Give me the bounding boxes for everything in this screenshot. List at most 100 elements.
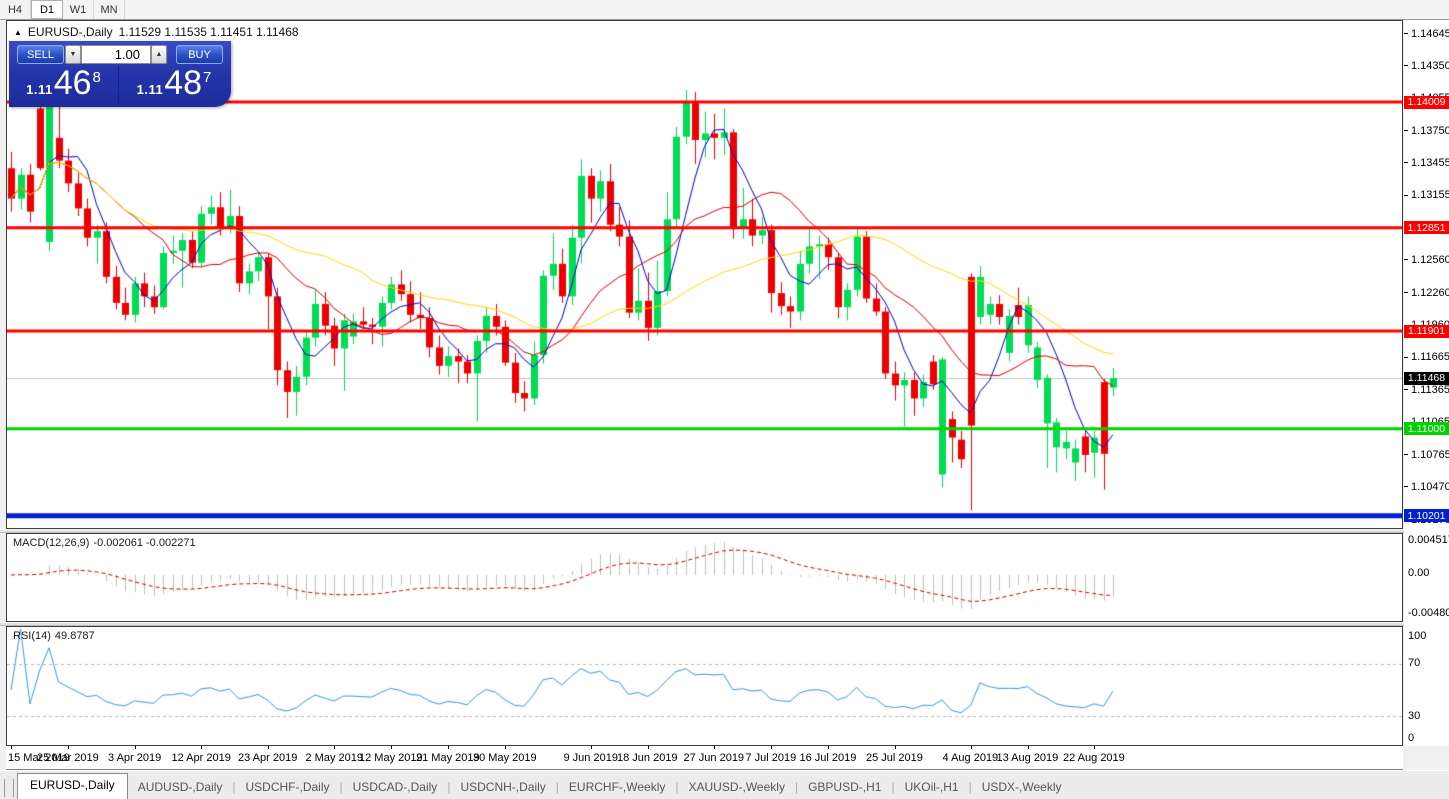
date-tick <box>590 746 592 749</box>
macd-panel: MACD(12,26,9) -0.002061 -0.002271 <box>6 533 1403 622</box>
level-price-label: 1.14009 <box>1404 95 1449 109</box>
rsi-scale-30: 30 <box>1408 710 1421 722</box>
symbol-tab-ukoil[interactable]: UKOil-,H1 <box>904 780 959 794</box>
chart-symbol-label: EURUSD-,Daily <box>27 25 113 39</box>
date-tick <box>391 746 392 749</box>
sell-price-pipette: 8 <box>92 69 101 86</box>
date-tick-label: 22 Aug 2019 <box>1063 752 1125 764</box>
sell-price-display[interactable]: 1.11 46 8 <box>9 66 119 104</box>
symbol-tab-eurusd[interactable]: EURUSD-,Daily <box>17 773 128 799</box>
macd-values: -0.002061 -0.002271 <box>93 537 196 549</box>
date-tick <box>334 746 335 749</box>
rsi-label: RSI(14) 49.8787 <box>13 630 99 642</box>
tab-separator: | <box>794 780 799 794</box>
rsi-canvas[interactable] <box>7 627 1402 745</box>
chevron-up-icon: ▲ <box>155 51 163 58</box>
symbol-tab-eurchf[interactable]: EURCHF-,Weekly <box>568 780 666 794</box>
date-tick <box>828 746 829 749</box>
chart-ohlc-values: 1.11529 1.11535 1.11451 1.11468 <box>118 25 299 39</box>
tab-separator: | <box>232 780 236 794</box>
price-tick-label: 1.10765 <box>1404 449 1449 461</box>
date-tick <box>68 746 69 749</box>
volume-increase-button[interactable]: ▲ <box>151 45 167 64</box>
volume-decrease-button[interactable]: ▼ <box>65 45 81 64</box>
date-tick-label: 18 Jun 2019 <box>617 752 678 764</box>
date-axis[interactable]: 15 Mar 2019 25 Mar 2019 3 Apr 2019 12 Apr 2… <box>6 746 1403 770</box>
macd-scale-zero: 0.00 <box>1408 567 1430 579</box>
timeframe-tab-h4[interactable]: H4 <box>0 0 31 19</box>
macd-name: MACD(12,26,9) <box>13 537 90 549</box>
date-tick <box>134 746 136 749</box>
date-tick-label: 23 Apr 2019 <box>238 752 298 764</box>
panel-splitter[interactable] <box>0 622 1449 626</box>
date-tick-label: 21 May 2019 <box>416 752 480 764</box>
date-tick <box>1027 746 1029 749</box>
sell-button[interactable]: SELL <box>17 45 64 64</box>
chart-title: ▲ EURUSD-,Daily 1.11529 1.11535 1.11451 … <box>14 25 299 39</box>
date-tick <box>894 746 896 749</box>
rsi-scale-100: 100 <box>1408 630 1427 642</box>
date-tick <box>647 746 649 749</box>
symbol-tab-xauusd[interactable]: XAUUSD-,Weekly <box>688 780 785 794</box>
date-tick <box>505 746 506 749</box>
price-tick-label: 1.11365 <box>1404 384 1449 396</box>
rsi-name: RSI(14) <box>13 630 51 642</box>
panel-splitter[interactable] <box>0 529 1449 533</box>
macd-canvas[interactable] <box>7 534 1402 621</box>
date-tick-label: 15 Mar 2019 <box>8 752 70 764</box>
rsi-scale-70: 70 <box>1408 657 1421 669</box>
symbol-marker-icon: ▲ <box>14 27 22 37</box>
level-price-label: 1.12851 <box>1404 221 1449 235</box>
price-axis: 0.004517 0.00 -0.004806 100 70 30 0 1.14… <box>1404 20 1449 746</box>
symbol-tab-usdchf[interactable]: USDCHF-,Daily <box>245 780 330 794</box>
date-tick-label: 9 Jun 2019 <box>563 752 618 764</box>
level-price-label: 1.10201 <box>1404 509 1449 523</box>
symbol-tab-audusd[interactable]: AUDUSD-,Daily <box>137 780 223 794</box>
symbol-tab-usdcnh[interactable]: USDCNH-,Daily <box>460 780 546 794</box>
sell-price-prefix: 1.11 <box>26 82 53 97</box>
buy-price-big: 48 <box>164 64 203 102</box>
timeframe-tab-d1[interactable]: D1 <box>31 0 63 19</box>
sell-price-big: 46 <box>53 64 92 102</box>
level-price-label: 1.11901 <box>1404 324 1449 338</box>
tab-scroll-grip[interactable] <box>4 779 14 797</box>
rsi-value: 49.8787 <box>54 630 95 642</box>
date-tick <box>714 746 715 749</box>
tab-separator: | <box>339 780 343 794</box>
price-tick-label: 1.12260 <box>1404 287 1449 299</box>
main-chart-canvas[interactable] <box>7 21 1402 528</box>
date-tick <box>267 746 269 749</box>
buy-price-pipette: 7 <box>203 69 212 86</box>
chevron-down-icon: ▼ <box>69 51 77 58</box>
macd-scale-max: 0.004517 <box>1408 534 1449 546</box>
date-tick-label: 2 May 2019 <box>305 752 363 764</box>
date-tick-label: 4 Aug 2019 <box>942 752 999 764</box>
rsi-panel: RSI(14) 49.8787 <box>6 626 1403 746</box>
price-tick-label: 1.10470 <box>1404 481 1449 493</box>
tab-separator: | <box>555 780 559 794</box>
timeframe-tab-w1[interactable]: W1 <box>63 0 94 19</box>
price-tick-label: 1.13155 <box>1404 189 1449 201</box>
macd-scale-min: -0.004806 <box>1408 607 1449 619</box>
tab-separator: | <box>675 780 679 794</box>
price-tick-label: 1.14645 <box>1404 28 1449 40</box>
date-tick-label: 12 May 2019 <box>359 752 423 764</box>
date-tick <box>11 746 12 749</box>
date-tick-label: 30 May 2019 <box>473 752 537 764</box>
price-tick-label: 1.13750 <box>1404 125 1449 137</box>
symbol-tab-gbpusd[interactable]: GBPUSD-,H1 <box>808 780 882 794</box>
rsi-scale-0: 0 <box>1408 732 1415 744</box>
buy-button[interactable]: BUY <box>176 45 223 64</box>
symbol-tab-usdcad[interactable]: USDCAD-,Daily <box>352 780 438 794</box>
symbol-tab-usdx[interactable]: USDX-,Weekly <box>981 780 1062 794</box>
buy-price-display[interactable]: 1.11 48 7 <box>119 66 229 104</box>
date-tick-label: 7 Jul 2019 <box>745 752 797 764</box>
date-tick <box>1094 746 1095 749</box>
volume-input[interactable] <box>81 45 151 64</box>
tab-separator: | <box>447 780 451 794</box>
timeframe-tab-mn[interactable]: MN <box>94 0 125 19</box>
date-tick-label: 3 Apr 2019 <box>108 752 162 764</box>
timeframe-toolbar: H4 D1 W1 MN <box>0 0 1449 20</box>
date-tick-label: 13 Aug 2019 <box>996 752 1059 764</box>
